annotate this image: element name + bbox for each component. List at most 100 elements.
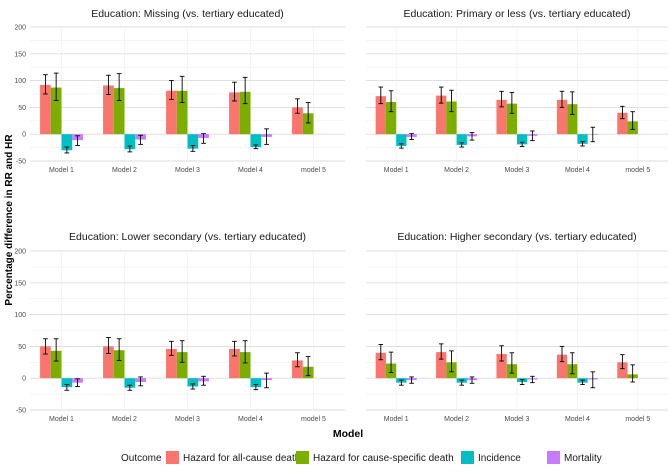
bar [103,85,114,135]
bar [239,352,251,379]
error-bar [499,90,504,108]
error-bar [43,74,48,95]
bar [250,378,262,388]
panel-4: Education: Higher secondary (vs. tertiar… [366,231,668,423]
x-tick-label: Model 3 [175,416,200,423]
error-bar [264,128,269,145]
bar [187,378,199,387]
error-bar [232,81,237,102]
bar [506,103,517,135]
bar [250,134,262,148]
error-bar [305,102,311,124]
legend-label: Mortality [564,453,602,464]
error-bar [590,126,596,143]
legend-swatch [296,451,309,464]
bar [40,84,51,135]
bar [436,95,447,135]
bar [496,354,507,379]
y-tick-label: 150 [14,51,26,58]
y-tick-label: 0 [22,132,26,139]
error-bar [580,379,585,386]
error-bar [127,384,133,391]
x-tick-label: Model 1 [384,416,409,423]
error-bar [179,340,185,363]
bar [556,354,568,379]
y-tick-label: 50 [18,344,26,351]
error-bar [201,133,206,144]
legend-label: Incidence [478,453,521,464]
bar [229,92,240,135]
panel-title: Education: Lower secondary (vs. tertiary… [69,231,306,243]
error-bar [570,352,575,375]
error-bar [630,364,635,383]
panel-title: Education: Higher secondary (vs. tertiar… [397,231,636,243]
bar [50,350,62,379]
error-bar [449,89,454,113]
y-tick-label: 200 [14,25,26,32]
panel-3: Education: Lower secondary (vs. tertiary… [14,231,345,423]
error-bar [53,338,59,362]
error-bar [43,338,48,355]
bar [187,134,199,149]
x-tick-label: Model 4 [238,416,263,423]
bar [375,96,386,135]
error-bar [75,135,80,146]
x-axis-label: Model [333,428,363,440]
error-bar [169,340,174,356]
error-bar [169,80,174,100]
error-bar [559,90,565,108]
y-tick-label: -50 [16,408,26,415]
bar [577,134,588,144]
legend-item: Hazard for all-cause death [166,451,300,464]
error-bar [190,145,196,152]
error-bar [64,384,70,391]
bar [496,99,507,135]
error-bar [519,141,525,147]
error-bar [232,340,237,357]
error-bar [75,378,80,387]
panel-2: Education: Primary or less (vs. tertiary… [366,8,668,174]
legend-item: Mortality [547,451,602,464]
legend: Outcome Hazard for all-cause death Hazard… [121,451,602,464]
error-bar [127,145,133,153]
legend-swatch [547,451,560,464]
error-bar [519,379,525,386]
error-bar [630,111,635,130]
error-bar [53,72,59,101]
error-bar [509,352,515,374]
error-bar [409,133,414,141]
error-bar [242,76,248,105]
error-bar [116,338,122,361]
x-tick-label: Model 2 [112,416,137,423]
panel-1: Education: Missing (vs. tertiary educate… [14,8,345,174]
bar [229,348,240,379]
error-bar [438,86,444,104]
legend-title: Outcome [121,453,162,464]
error-bar [449,350,454,373]
error-bar [190,383,196,390]
x-tick-label: Model 1 [49,416,74,423]
error-bar [388,90,394,113]
error-bar [64,146,70,154]
error-bar [509,91,515,114]
x-tick-label: Model 2 [112,167,137,174]
panel-title: Education: Missing (vs. tertiary educate… [91,8,284,20]
error-bar [530,375,535,384]
bar [292,360,303,379]
bar [617,362,628,379]
error-bar [264,372,269,389]
bar [113,88,125,135]
bar [113,350,125,379]
bar [61,134,73,151]
error-bar [388,351,394,373]
x-tick-label: Model 1 [49,167,74,174]
x-tick-label: Model 4 [565,416,590,423]
y-tick-label: 100 [14,78,26,85]
error-bar [590,371,596,389]
error-bar [570,91,575,115]
error-bar [559,345,565,363]
error-bar [499,345,504,362]
bar [166,348,177,379]
error-bar [469,132,475,141]
bar [617,112,628,135]
